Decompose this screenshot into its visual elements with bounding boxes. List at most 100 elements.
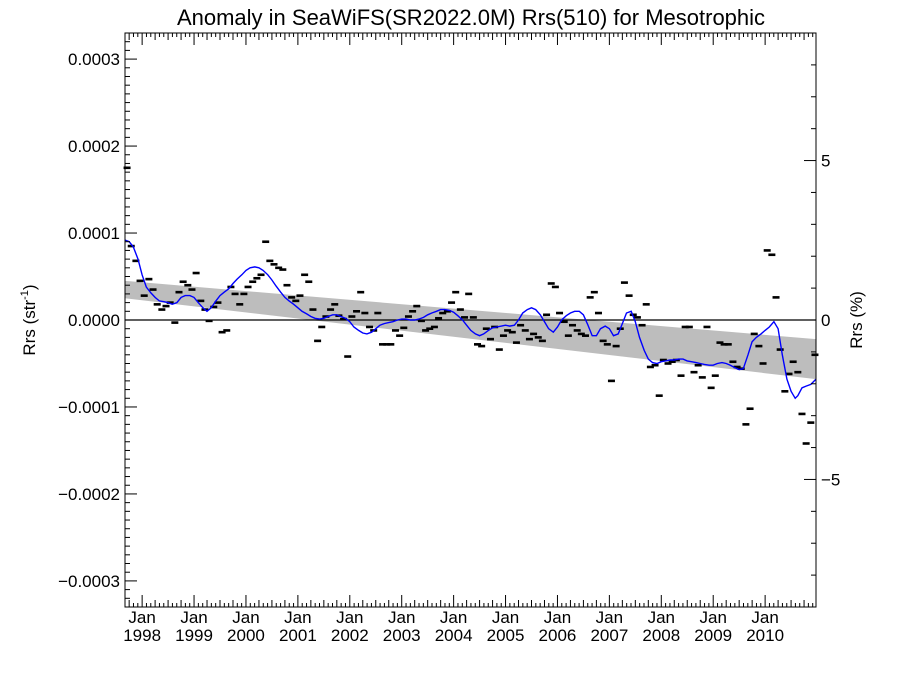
data-point-marker-39 [292, 299, 300, 303]
data-point-marker-148 [763, 249, 771, 252]
data-point-marker-63 [396, 334, 404, 337]
data-point-marker-144 [746, 407, 754, 411]
x-tick-month-label-4: Jan [336, 608, 363, 627]
data-point-marker-62 [391, 329, 399, 332]
data-point-marker-48 [331, 303, 339, 306]
x-tick-month-label-6: Jan [440, 608, 467, 627]
y-tick-label-3: 0.0000 [68, 311, 120, 330]
data-point-marker-118 [633, 316, 641, 319]
data-point-marker-123 [655, 394, 663, 397]
data-point-marker-134 [703, 325, 711, 329]
data-point-marker-33 [266, 259, 274, 263]
y2-tick-label-2: −5 [821, 470, 840, 489]
data-point-marker-92 [521, 329, 529, 332]
data-point-marker-14 [184, 283, 192, 287]
x-tick-month-label-3: Jan [284, 608, 311, 627]
data-point-marker-149 [768, 253, 776, 257]
data-point-marker-69 [422, 329, 430, 332]
data-point-marker-87 [499, 334, 507, 337]
data-point-marker-64 [400, 326, 408, 330]
data-point-marker-20 [210, 305, 218, 309]
data-point-marker-86 [495, 348, 503, 351]
data-point-marker-139 [724, 343, 732, 346]
y-tick-label-5: −0.0002 [58, 485, 120, 504]
x-tick-year-label-12: 2010 [746, 626, 784, 645]
data-point-marker-42 [305, 280, 313, 284]
data-point-marker-27 [240, 292, 248, 296]
data-point-marker-154 [789, 360, 797, 364]
data-point-marker-43 [309, 308, 317, 311]
data-point-marker-77 [456, 308, 464, 311]
data-point-marker-81 [474, 343, 482, 346]
data-point-marker-34 [270, 263, 278, 266]
data-point-marker-140 [729, 360, 737, 364]
data-point-marker-25 [231, 292, 239, 296]
data-point-marker-132 [694, 363, 702, 367]
x-tick-month-label-10: Jan [648, 608, 675, 627]
data-point-marker-99 [551, 285, 559, 289]
x-tick-year-label-2: 2000 [227, 626, 265, 645]
data-point-marker-94 [530, 332, 538, 336]
axes [124, 32, 817, 608]
data-point-marker-36 [279, 268, 287, 271]
data-point-marker-37 [283, 283, 291, 287]
data-point-marker-3 [136, 279, 144, 283]
data-point-marker-101 [560, 320, 568, 324]
y2-tick-label-1: 0 [821, 311, 830, 330]
data-point-marker-126 [668, 360, 676, 364]
data-point-marker-150 [772, 296, 780, 299]
y-tick-label-2: 0.0001 [68, 224, 120, 243]
data-point-marker-100 [556, 311, 564, 315]
data-point-marker-66 [409, 310, 417, 313]
data-point-marker-88 [504, 329, 512, 332]
x-tick-year-label-11: 2009 [694, 626, 732, 645]
data-point-marker-28 [244, 285, 252, 289]
x-tick-month-label-12: Jan [751, 608, 778, 627]
x-tick-year-label-8: 2006 [539, 626, 577, 645]
x-tick-year-label-7: 2005 [487, 626, 525, 645]
data-point-marker-82 [478, 344, 486, 348]
data-point-marker-135 [707, 386, 715, 390]
data-point-marker-13 [179, 280, 187, 284]
data-point-marker-38 [288, 296, 296, 299]
data-point-marker-7 [153, 303, 161, 306]
data-point-marker-131 [690, 370, 698, 374]
data-point-marker-10 [166, 301, 174, 304]
data-point-marker-70 [426, 327, 434, 330]
data-point-marker-46 [322, 315, 330, 318]
data-point-marker-113 [612, 344, 620, 348]
data-point-marker-112 [607, 379, 615, 383]
data-point-marker-97 [543, 313, 551, 317]
data-point-marker-9 [162, 304, 170, 308]
data-point-marker-74 [443, 310, 451, 313]
data-point-marker-153 [785, 372, 793, 376]
x-tick-month-label-11: Jan [699, 608, 726, 627]
x-tick-year-label-0: 1998 [123, 626, 161, 645]
data-point-marker-124 [659, 358, 667, 362]
data-point-marker-17 [197, 299, 205, 303]
data-point-marker-133 [698, 376, 706, 379]
data-point-marker-91 [517, 323, 525, 327]
data-point-marker-138 [720, 343, 728, 346]
data-point-marker-143 [742, 423, 750, 426]
data-point-marker-50 [340, 317, 348, 321]
running-mean-line [124, 239, 817, 400]
data-point-marker-40 [296, 294, 304, 297]
chart-title: Anomaly in SeaWiFS(SR2022.0M) Rrs(510) f… [177, 5, 765, 30]
data-point-marker-72 [435, 316, 443, 320]
data-point-marker-58 [374, 311, 382, 315]
data-point-marker-41 [301, 273, 309, 277]
data-point-marker-56 [366, 325, 374, 329]
data-point-marker-116 [625, 294, 633, 297]
data-point-marker-96 [538, 339, 546, 343]
data-point-marker-141 [733, 365, 741, 369]
data-point-marker-51 [344, 355, 352, 358]
data-point-marker-105 [577, 332, 585, 336]
data-point-marker-98 [547, 282, 555, 285]
data-point-marker-103 [569, 323, 577, 327]
data-point-marker-76 [452, 290, 460, 294]
data-point-marker-6 [149, 288, 157, 291]
x-tick-month-label-2: Jan [232, 608, 259, 627]
data-point-marker-19 [205, 319, 213, 323]
data-point-marker-78 [461, 316, 469, 319]
